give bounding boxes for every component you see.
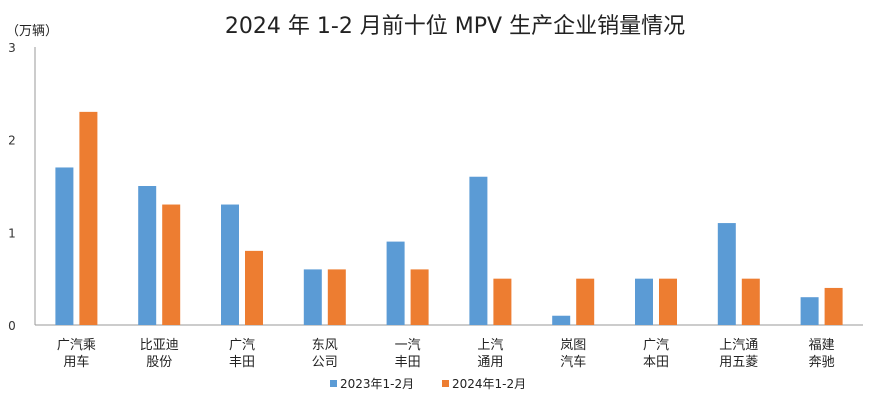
bar-2023 (635, 278, 653, 325)
x-tick-label: 一汽 (395, 338, 421, 353)
bar-2023 (303, 269, 322, 325)
x-tick-label: 广汽乘 (57, 338, 96, 353)
bar-2023 (469, 176, 488, 325)
bar-2024 (741, 278, 760, 325)
x-tick-label: 比亚迪 (140, 338, 179, 353)
x-tick-label: 用五菱 (719, 355, 758, 370)
bar-2024 (824, 287, 843, 325)
bar-2024 (327, 269, 346, 325)
bar-2023 (552, 315, 571, 325)
legend-swatch (330, 380, 337, 387)
chart-title: 2024 年 1-2 月前十位 MPV 生产企业销量情况 (225, 14, 685, 39)
bar-2024 (576, 278, 595, 325)
x-tick-label: 岚图 (560, 338, 586, 353)
x-tick-label: 广汽 (229, 338, 255, 353)
bar-2024 (493, 278, 512, 325)
bar-2024 (79, 111, 98, 325)
y-tick-label: 3 (8, 41, 16, 55)
bar-2023 (717, 223, 736, 325)
bar-2023 (221, 204, 239, 325)
legend-label: 2024年1-2月 (452, 377, 526, 391)
bar-2023 (386, 241, 405, 325)
x-tick-label: 通用 (477, 355, 503, 370)
x-tick-label: 上汽通 (719, 338, 758, 353)
bar-2024 (659, 278, 677, 325)
x-tick-label: 奔驰 (809, 355, 835, 370)
x-tick-label: 东风 (312, 338, 338, 353)
bar-2023 (138, 186, 157, 325)
y-axis-unit-label: （万辆） (6, 24, 58, 39)
bar-2024 (162, 204, 181, 325)
x-tick-label: 用车 (63, 354, 89, 370)
bar-2024 (245, 250, 263, 325)
legend-swatch (442, 380, 449, 387)
bar-2024 (410, 269, 429, 325)
x-tick-label: 丰田 (395, 355, 421, 370)
x-tick-label: 上汽 (477, 338, 503, 353)
bar-2023 (55, 167, 74, 325)
x-tick-label: 公司 (312, 355, 338, 370)
x-tick-label: 股份 (146, 355, 172, 370)
x-tick-label: 汽车 (560, 354, 586, 370)
x-tick-label: 丰田 (229, 355, 255, 370)
bar-2023 (800, 297, 819, 325)
y-tick-label: 2 (8, 134, 16, 148)
x-tick-label: 广汽 (643, 338, 669, 353)
y-tick-label: 0 (8, 319, 16, 333)
legend-label: 2023年1-2月 (340, 377, 414, 391)
x-tick-label: 福建 (809, 338, 835, 353)
x-tick-label: 本田 (643, 355, 669, 370)
y-tick-label: 1 (8, 226, 16, 240)
